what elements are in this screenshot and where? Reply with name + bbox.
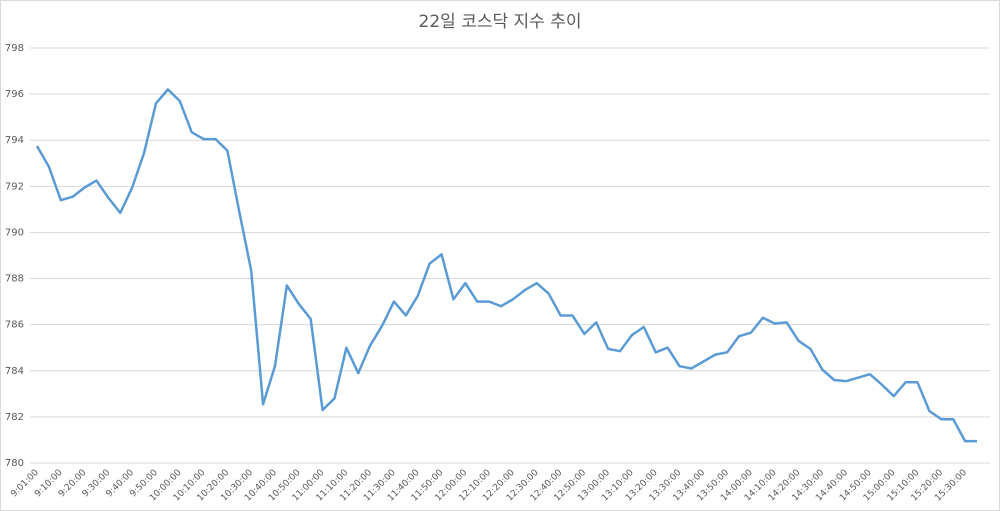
y-tick-label: 786 xyxy=(5,320,24,331)
y-tick-label: 782 xyxy=(5,412,24,423)
y-tick-label: 794 xyxy=(5,135,24,146)
y-tick-label: 798 xyxy=(5,43,24,54)
y-tick-label: 788 xyxy=(5,274,24,285)
y-tick-label: 790 xyxy=(5,227,24,238)
y-tick-label: 796 xyxy=(5,89,24,100)
y-tick-label: 780 xyxy=(5,458,24,469)
chart-title: 22일 코스닥 지수 추이 xyxy=(419,12,582,32)
y-tick-label: 792 xyxy=(5,181,24,192)
data-line xyxy=(35,88,977,443)
y-tick-label: 784 xyxy=(5,366,24,377)
